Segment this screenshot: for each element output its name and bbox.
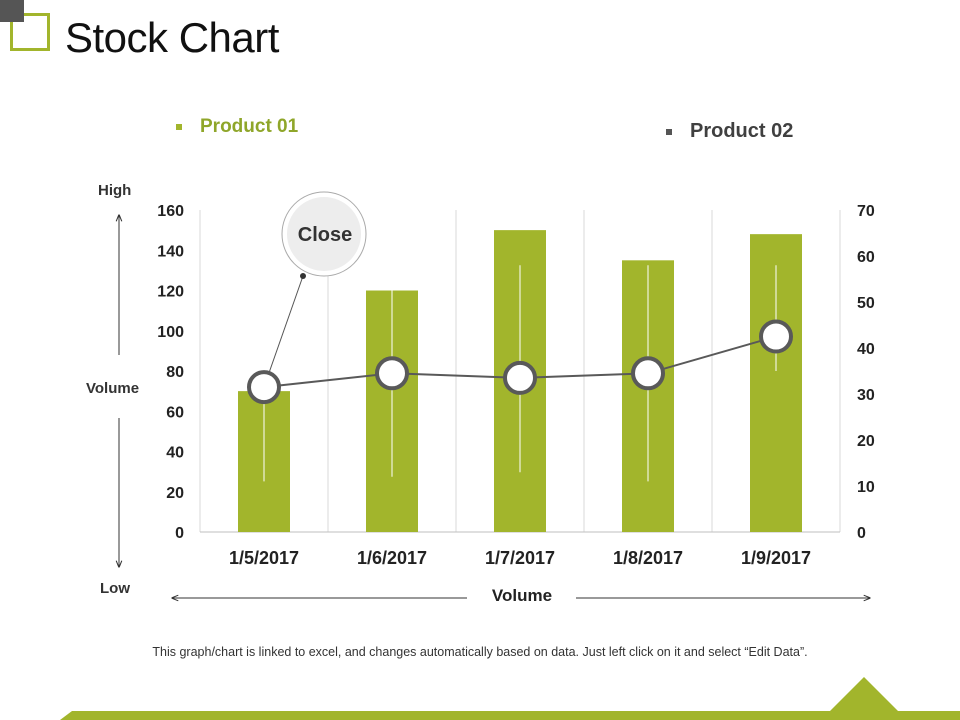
x-tick-label: 1/5/2017	[229, 548, 299, 568]
close-point	[247, 370, 281, 405]
x-tick-label: 1/7/2017	[485, 548, 555, 568]
y-tick-label: 40	[166, 445, 184, 462]
low-label: Low	[100, 580, 130, 597]
x-tick-label: 1/9/2017	[741, 548, 811, 568]
y2-tick-label: 60	[857, 249, 875, 266]
bottom-triangle	[830, 677, 898, 711]
close-point	[631, 356, 665, 391]
y-tick-label: 60	[166, 404, 184, 421]
y2-tick-label: 50	[857, 295, 875, 312]
y-tick-label: 140	[157, 243, 184, 260]
y2-tick-label: 0	[857, 525, 866, 542]
y-tick-label: 80	[166, 364, 184, 381]
high-label: High	[98, 182, 132, 199]
legend-product-02: Product 02	[666, 120, 793, 143]
y2-tick-label: 40	[857, 341, 875, 358]
legend-label-product-01: Product 01	[200, 116, 299, 137]
x-axis-title: Volume	[492, 586, 552, 605]
y-tick-label: 120	[157, 284, 184, 301]
legend-marker-product-02	[666, 128, 672, 135]
x-tick-label: 1/6/2017	[357, 548, 427, 568]
logo-box	[10, 13, 50, 51]
y2-tick-label: 20	[857, 433, 875, 450]
y2-tick-label: 70	[857, 203, 875, 220]
logo-corner	[0, 0, 24, 22]
y2-tick-label: 30	[857, 387, 875, 404]
bottom-band	[60, 711, 960, 720]
footnote: This graph/chart is linked to excel, and…	[152, 645, 808, 659]
y-tick-label: 160	[157, 203, 184, 220]
callout-leader	[263, 275, 304, 388]
close-point	[759, 319, 793, 354]
legend-product-01: Product 01	[176, 116, 298, 138]
page-title: Stock Chart	[65, 14, 279, 61]
callout-bubble	[287, 197, 361, 271]
volume-side-label: Volume	[86, 380, 140, 397]
y-tick-label: 20	[166, 485, 184, 502]
y2-tick-label: 10	[857, 479, 875, 496]
legend-marker-product-01	[176, 124, 182, 130]
y-tick-label: 0	[175, 525, 184, 542]
y-tick-label: 100	[157, 324, 184, 341]
close-point	[375, 356, 409, 391]
callout-dot	[300, 273, 306, 279]
legend-label-product-02: Product 02	[690, 120, 794, 142]
x-tick-label: 1/8/2017	[613, 548, 683, 568]
callout-label: Close	[298, 224, 352, 246]
close-point	[503, 360, 537, 395]
